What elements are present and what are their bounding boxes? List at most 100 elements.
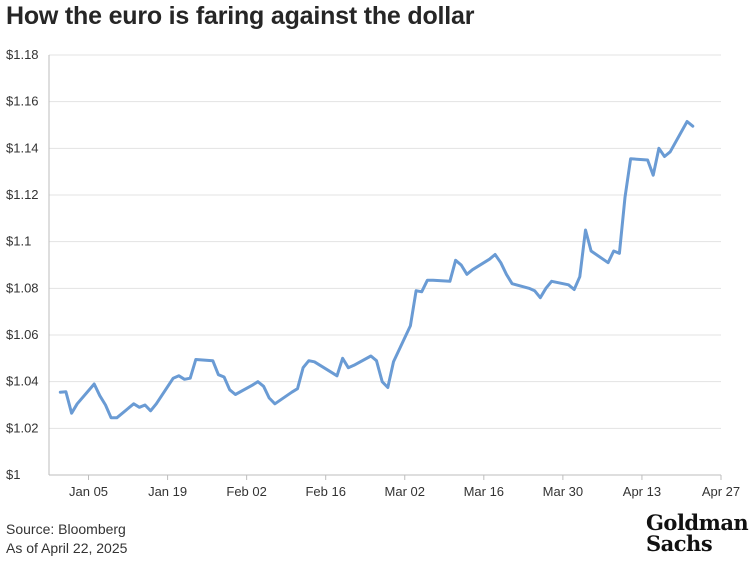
data-point [178,375,180,377]
y-tick-label: $1.14 [6,140,39,155]
eur-usd-series-line [58,120,695,420]
y-tick-label: $1.04 [6,374,39,389]
data-point [330,371,332,373]
x-tick-label: Mar 16 [464,484,504,499]
data-point [375,360,377,362]
data-point [579,276,581,278]
source-note: Source: Bloomberg As of April 22, 2025 [6,520,127,558]
data-point [195,358,197,360]
data-point [341,357,343,359]
data-point [646,159,648,161]
data-point [268,397,270,399]
data-point [449,280,451,282]
chart-title: How the euro is faring against the dolla… [6,2,475,30]
data-point [533,290,535,292]
data-point [212,360,214,362]
data-point [93,383,95,385]
data-point [658,147,660,149]
data-point [274,403,276,405]
data-point [607,262,609,264]
data-point [183,378,185,380]
data-point [99,395,101,397]
data-point [110,417,112,419]
data-point [144,404,146,406]
data-point [59,391,61,393]
data-point [567,284,569,286]
data-point [528,287,530,289]
data-point [370,355,372,357]
data-point [223,376,225,378]
logo-line-2: Sachs [646,531,713,556]
data-point [347,367,349,369]
data-point [353,364,355,366]
data-point [291,391,293,393]
y-tick-label: $1.16 [6,94,39,109]
data-point [116,417,118,419]
data-point [618,252,620,254]
data-point [308,360,310,362]
x-tick-label: Jan 05 [69,484,108,499]
data-point [421,291,423,293]
logo-line-1: Goldman [646,510,749,535]
data-point [65,391,67,393]
data-point [217,374,219,376]
data-point [584,229,586,231]
data-point [454,259,456,261]
x-tick-label: Apr 27 [702,484,740,499]
goldman-sachs-logo: Goldman Sachs [646,510,749,556]
y-tick-label: $1.1 [6,234,31,249]
data-point [392,361,394,363]
data-point [590,250,592,252]
data-point [415,290,417,292]
data-point [471,269,473,271]
data-point [381,381,383,383]
data-point [432,279,434,281]
data-point [652,174,654,176]
data-point [511,283,513,285]
data-point [545,287,547,289]
y-tick-label: $1.08 [6,280,39,295]
data-point [155,403,157,405]
data-point [313,361,315,363]
x-tick-label: Feb 16 [305,484,345,499]
as-of-date: As of April 22, 2025 [6,540,128,556]
data-point [296,388,298,390]
data-point [613,250,615,252]
data-point [189,377,191,379]
grid-lines [48,54,721,476]
data-point [262,385,264,387]
data-point [686,120,688,122]
data-point [409,325,411,327]
data-point [488,258,490,260]
x-tick-label: Apr 13 [623,484,661,499]
y-tick-label: $1.02 [6,420,39,435]
source-text: Source: Bloomberg [6,521,126,537]
y-axis-ticks: $1 $1.02 $1.04 $1.06 $1.08 $1.1 $1.12 $1.14 $1.1… [6,47,39,482]
data-point [629,158,631,160]
data-point [229,389,231,391]
x-tick-label: Feb 02 [226,484,266,499]
x-axis-ticks: Jan 05 Jan 19 Feb 02 Feb 16 Mar 02 Mar 16 Mar … [69,475,740,499]
data-point [387,386,389,388]
data-point [76,403,78,405]
data-point [539,297,541,299]
data-point [138,406,140,408]
data-point [663,155,665,157]
x-tick-label: Jan 19 [148,484,187,499]
y-tick-label: $1 [6,467,20,482]
data-point [234,393,236,395]
data-point [573,288,575,290]
data-point [302,367,304,369]
data-point [550,280,552,282]
data-point [466,273,468,275]
data-point [149,410,151,412]
x-tick-label: Mar 02 [385,484,425,499]
data-point [133,403,135,405]
y-tick-label: $1.12 [6,187,39,202]
data-point [70,412,72,414]
series-layer [58,120,695,420]
data-point [494,253,496,255]
data-point [257,381,259,383]
data-point [336,375,338,377]
data-point [460,264,462,266]
